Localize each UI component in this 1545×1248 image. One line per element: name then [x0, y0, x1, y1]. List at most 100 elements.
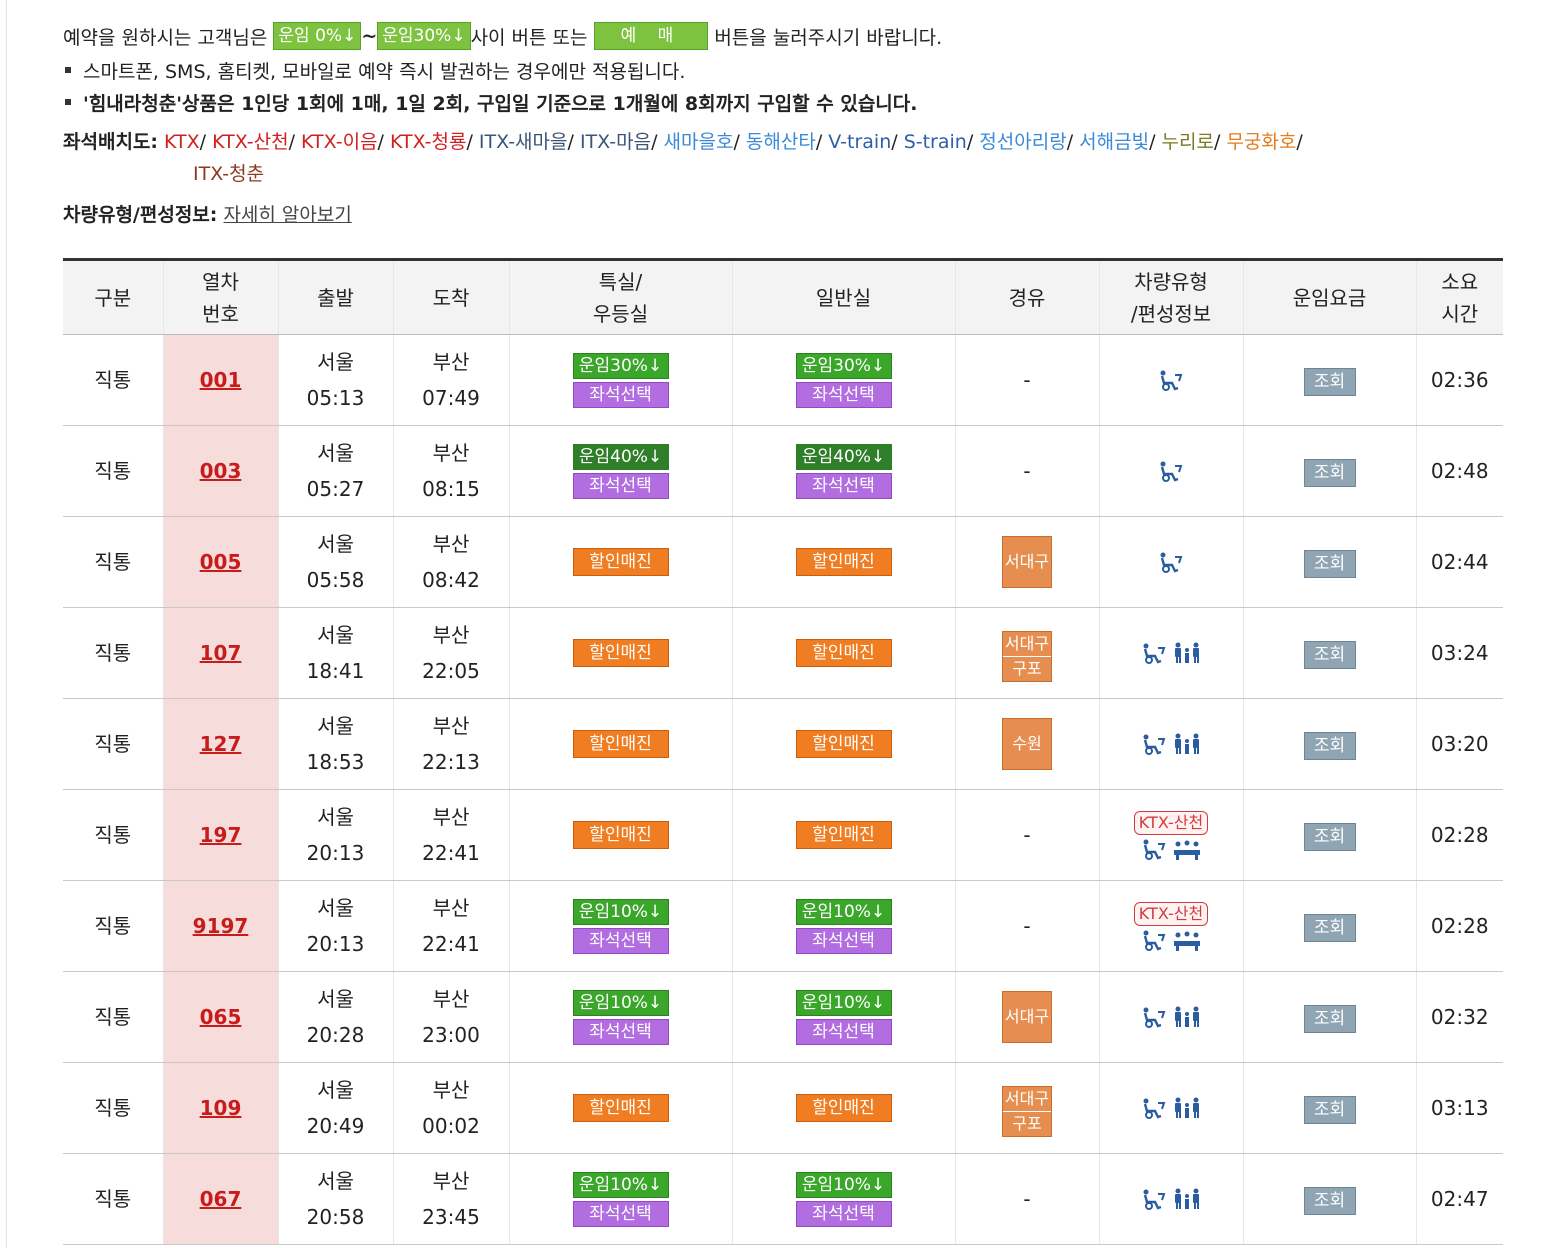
- departure-station: 서울: [317, 805, 354, 829]
- seatmap-link[interactable]: KTX: [164, 131, 200, 153]
- seatmap-link[interactable]: ITX-청춘: [193, 163, 265, 185]
- train-number-link[interactable]: 109: [199, 1096, 242, 1120]
- arrival-time: 23:00: [422, 1023, 480, 1047]
- discount-fare-button[interactable]: 운임10%↓: [572, 898, 669, 925]
- seatmap-link[interactable]: 정선아리랑: [979, 131, 1067, 153]
- intro-before: 예약을 원하시는 고객님은: [63, 26, 268, 49]
- vehicle-icons[interactable]: [1140, 1006, 1202, 1028]
- fare-stack: 운임30%↓ 좌석선택: [734, 352, 954, 408]
- seatmap-link[interactable]: ITX-마음: [579, 131, 652, 153]
- vehicle-icons[interactable]: [1140, 838, 1202, 860]
- seat-select-button[interactable]: 좌석선택: [572, 472, 669, 499]
- seat-select-button[interactable]: 좌석선택: [795, 472, 892, 499]
- ktx-sanchun-badge[interactable]: KTX-산천: [1133, 901, 1209, 926]
- train-number-link[interactable]: 065: [199, 1005, 242, 1029]
- via-stations-button[interactable]: 서대구 구포: [1002, 1086, 1052, 1137]
- seatmap-link[interactable]: 동해산타: [745, 131, 816, 153]
- train-number-cell: 127: [162, 698, 278, 790]
- train-number-link[interactable]: 003: [199, 459, 242, 483]
- fare-lookup-button[interactable]: 조회: [1303, 550, 1356, 578]
- vehicle-type-cell: [1098, 1062, 1243, 1154]
- discount-fare-button[interactable]: 운임30%↓: [795, 352, 892, 379]
- fare-lookup-button[interactable]: 조회: [1303, 459, 1356, 487]
- departure-station: 서울: [317, 714, 354, 738]
- train-number-link[interactable]: 197: [199, 823, 242, 847]
- via-stations-button[interactable]: 서대구: [1002, 536, 1052, 588]
- vehicle-icons[interactable]: [1157, 551, 1185, 573]
- seatmap-link[interactable]: KTX-이음: [301, 131, 378, 153]
- special-class-cell: 운임40%↓ 좌석선택: [508, 425, 732, 517]
- seat-select-button[interactable]: 좌석선택: [795, 381, 892, 408]
- vehicle-info-link[interactable]: 자세히 알아보기: [223, 204, 352, 226]
- seatmap-link[interactable]: 누리로: [1161, 131, 1214, 153]
- separator: /: [733, 131, 746, 153]
- seat-select-button[interactable]: 좌석선택: [795, 1200, 892, 1227]
- vehicle-icons[interactable]: [1140, 642, 1202, 664]
- ktx-sanchun-badge[interactable]: KTX-산천: [1133, 810, 1209, 835]
- seatmap-link[interactable]: ITX-새마을: [478, 131, 568, 153]
- separator: /: [815, 131, 829, 153]
- departure-cell: 서울 20:13: [277, 789, 393, 881]
- train-number-link[interactable]: 067: [199, 1187, 242, 1211]
- seat-select-button[interactable]: 좌석선택: [572, 927, 669, 954]
- separator: /: [1213, 131, 1227, 153]
- train-number-link[interactable]: 9197: [192, 914, 249, 938]
- fare-lookup-button[interactable]: 조회: [1303, 1096, 1356, 1124]
- vehicle-icons[interactable]: [1157, 369, 1185, 391]
- discount-fare-button[interactable]: 운임10%↓: [795, 989, 892, 1016]
- vehicle-icons[interactable]: [1140, 929, 1202, 951]
- discount-fare-button[interactable]: 운임10%↓: [572, 1171, 669, 1198]
- seatmap-link[interactable]: S-train: [903, 131, 967, 153]
- seat-select-button[interactable]: 좌석선택: [572, 381, 669, 408]
- seatmap-link[interactable]: V-train: [828, 131, 892, 153]
- fare-lookup-button[interactable]: 조회: [1303, 1187, 1356, 1215]
- arrival-cell: 부산 22:41: [392, 880, 509, 972]
- fare-0-button[interactable]: 운임 0%↓: [273, 22, 362, 50]
- seat-select-button[interactable]: 좌석선택: [572, 1018, 669, 1045]
- special-class-cell: 할인매진: [508, 516, 732, 608]
- seatmap-link[interactable]: 무궁화호: [1226, 131, 1297, 153]
- seatmap-link[interactable]: KTX-청룡: [389, 131, 467, 153]
- seatmap-link[interactable]: KTX-산천: [212, 131, 289, 153]
- fare-stack: 할인매진: [511, 730, 731, 758]
- vehicle-icons[interactable]: [1140, 1188, 1202, 1210]
- train-number-link[interactable]: 005: [199, 550, 242, 574]
- via-cell: 서대구 구포: [954, 1062, 1099, 1154]
- seat-select-button[interactable]: 좌석선택: [795, 927, 892, 954]
- discount-fare-button[interactable]: 운임30%↓: [572, 352, 669, 379]
- via-stations-button[interactable]: 서대구: [1002, 991, 1052, 1043]
- vehicle-icons[interactable]: [1140, 1097, 1202, 1119]
- departure-station: 서울: [317, 441, 354, 465]
- fare-30-button[interactable]: 운임30%↓: [377, 22, 471, 50]
- discount-fare-button[interactable]: 운임40%↓: [572, 443, 669, 470]
- reserve-button[interactable]: 예 매: [593, 22, 709, 50]
- sold-out-badge: 할인매진: [795, 548, 892, 576]
- train-timetable: 구분 열차 번호 출발 도착 특실/우등실 일반실 경유 차량유형/편성정보 운임요금 소요 시간 직…: [63, 258, 1503, 1245]
- discount-fare-button[interactable]: 운임10%↓: [795, 1171, 892, 1198]
- train-number-link[interactable]: 107: [199, 641, 242, 665]
- fare-lookup-button[interactable]: 조회: [1303, 368, 1356, 396]
- seat-select-button[interactable]: 좌석선택: [572, 1200, 669, 1227]
- table-body: 직통 001 서울 05:13 부산 07:49 운임30%↓ 좌석선택 운임30%↓ 좌석선택 -…: [63, 334, 1503, 1245]
- discount-fare-button[interactable]: 운임10%↓: [795, 898, 892, 925]
- fare-lookup-button[interactable]: 조회: [1303, 914, 1356, 942]
- seat-select-button[interactable]: 좌석선택: [795, 1018, 892, 1045]
- seatmap-link[interactable]: 새마을호: [663, 131, 734, 153]
- departure-time: 18:53: [306, 750, 365, 774]
- train-number-link[interactable]: 127: [199, 732, 242, 756]
- train-number-link[interactable]: 001: [199, 368, 242, 392]
- via-stations-button[interactable]: 서대구 구포: [1002, 631, 1052, 682]
- fare-lookup-button[interactable]: 조회: [1303, 1005, 1356, 1033]
- discount-fare-button[interactable]: 운임40%↓: [795, 443, 892, 470]
- discount-fare-button[interactable]: 운임10%↓: [572, 989, 669, 1016]
- fare-lookup-button[interactable]: 조회: [1303, 823, 1356, 851]
- vehicle-icons[interactable]: [1140, 733, 1202, 755]
- fare-lookup-button[interactable]: 조회: [1303, 732, 1356, 760]
- fare-lookup-button[interactable]: 조회: [1303, 641, 1356, 669]
- train-type-cell: 직통: [63, 334, 163, 426]
- via-none: -: [1023, 823, 1031, 847]
- vehicle-icons[interactable]: [1157, 460, 1185, 482]
- duration-cell: 02:48: [1415, 425, 1503, 517]
- via-stations-button[interactable]: 수원: [1002, 718, 1052, 770]
- seatmap-link[interactable]: 서해금빛: [1079, 131, 1150, 153]
